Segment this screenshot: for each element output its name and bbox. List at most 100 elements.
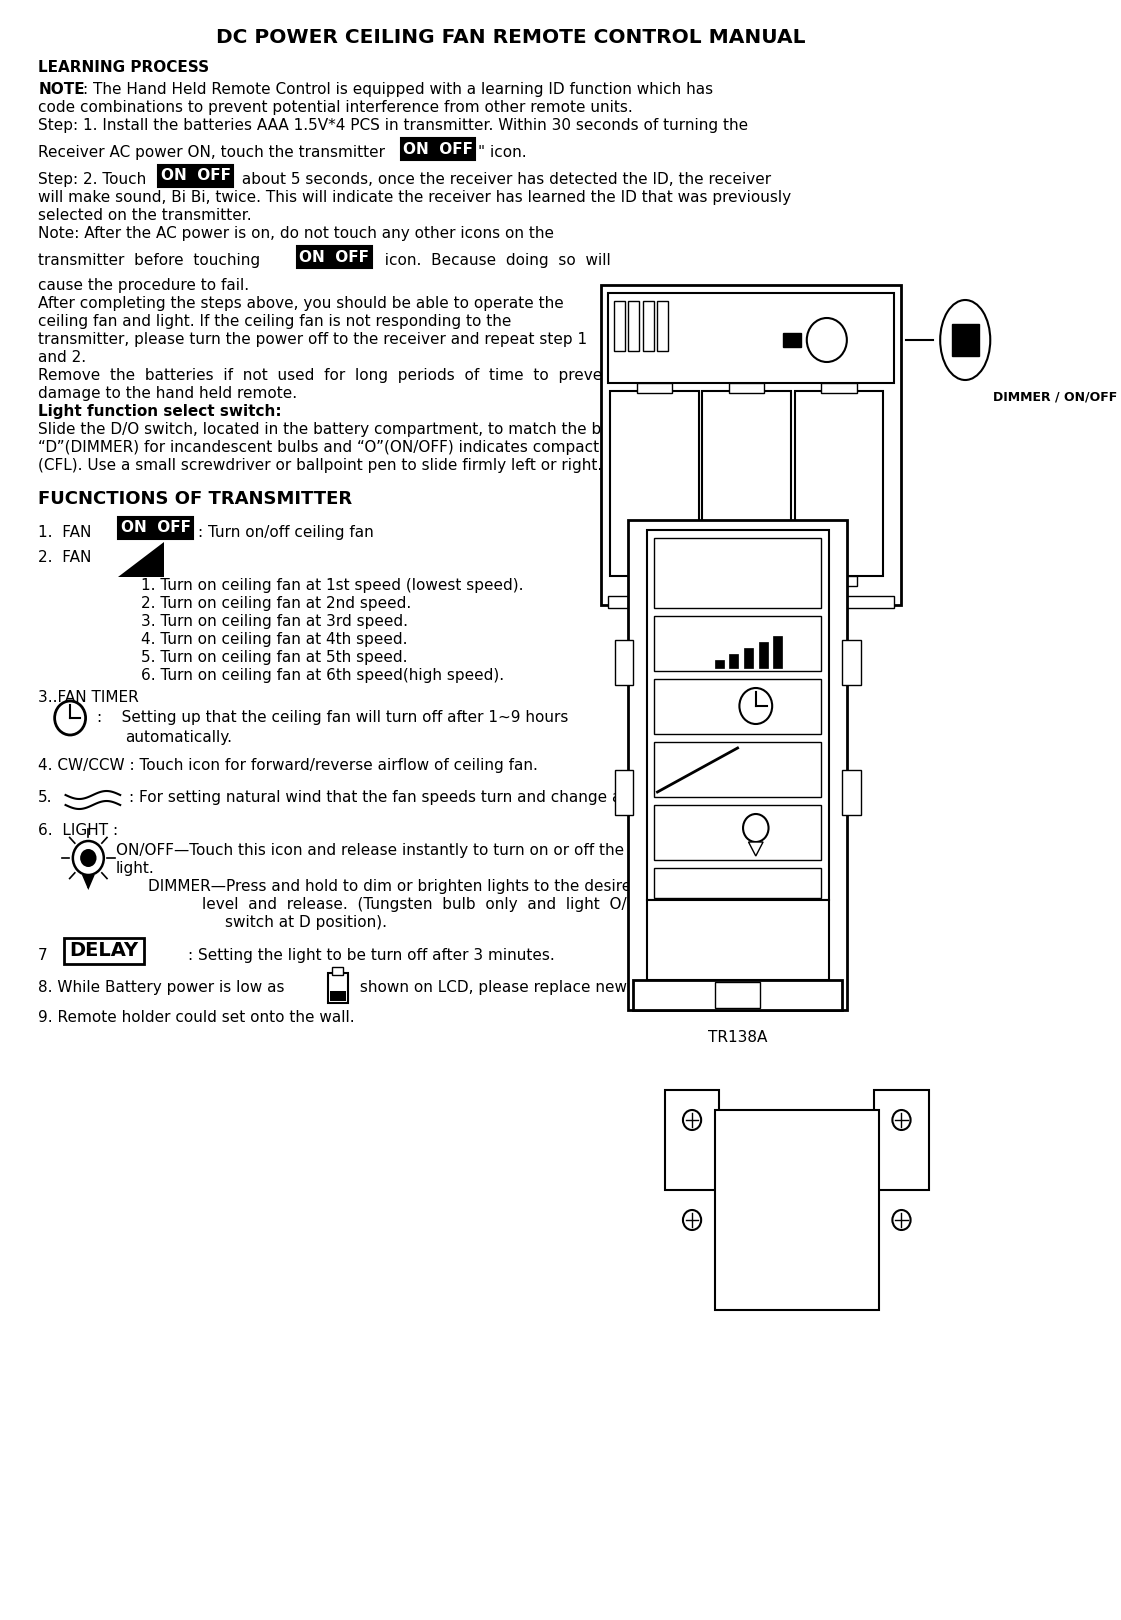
Bar [654,868,822,897]
Text: 3. Turn on ceiling fan at 3rd speed.: 3. Turn on ceiling fan at 3rd speed. [141,614,408,629]
Text: transmitter  before  touching: transmitter before touching [38,253,260,267]
Text: 7: 7 [38,948,48,962]
Bar [613,301,624,352]
Bar [628,301,639,352]
Bar [158,165,233,186]
Bar [773,637,782,667]
Text: 9. Remote holder could set onto the wall.: 9. Remote holder could set onto the wall… [38,1009,355,1025]
Bar [614,770,633,815]
Text: DELAY: DELAY [70,941,138,961]
Bar [654,538,822,608]
Bar [730,654,739,667]
Bar [715,1110,879,1311]
Text: 4. CW/CCW : Touch icon for forward/reverse airflow of ceiling fan.: 4. CW/CCW : Touch icon for forward/rever… [38,758,538,773]
Bar [642,301,654,352]
Text: ©xhale: ©xhale [687,915,788,940]
Bar [614,640,633,685]
Bar [784,334,802,347]
Text: 5.: 5. [38,791,53,805]
Text: FUCNCTIONS OF TRANSMITTER: FUCNCTIONS OF TRANSMITTER [38,489,352,509]
Text: ON  OFF: ON OFF [299,249,369,264]
Text: icon.  Because  doing  so  will: icon. Because doing so will [376,253,611,267]
Text: light.: light. [115,860,155,876]
Bar [715,659,724,667]
Text: FANS: FANS [719,941,757,957]
Circle shape [892,1210,910,1230]
Bar [609,293,895,382]
Text: Light function select switch:: Light function select switch: [38,403,281,420]
Text: DC POWER CEILING FAN REMOTE CONTROL MANUAL: DC POWER CEILING FAN REMOTE CONTROL MANU… [215,28,805,47]
Text: Step: 1. Install the batteries AAA 1.5V*4 PCS in transmitter. Within 30 seconds : Step: 1. Install the batteries AAA 1.5V*… [38,118,749,133]
Text: selected on the transmitter.: selected on the transmitter. [38,207,252,224]
Bar [729,382,765,394]
Bar [759,642,768,667]
Bar [795,390,883,577]
Text: :    Setting up that the ceiling fan will turn off after 1~9 hours: : Setting up that the ceiling fan will t… [98,710,568,726]
Bar [332,967,343,975]
Bar [327,974,348,1003]
Bar [647,530,828,901]
Text: switch at D position).: switch at D position). [225,915,387,930]
Bar [822,382,856,394]
Text: ceiling fan and light. If the ceiling fan is not responding to the: ceiling fan and light. If the ceiling fa… [38,314,511,329]
Text: B/O: B/O [793,321,807,329]
Text: Slide the D/O switch, located in the battery compartment, to match the bulb type: Slide the D/O switch, located in the bat… [38,421,757,437]
Text: NOTE: NOTE [38,83,85,97]
Text: 1. Turn on ceiling fan at 1st speed (lowest speed).: 1. Turn on ceiling fan at 1st speed (low… [141,578,524,593]
Bar [654,616,822,671]
Text: level  and  release.  (Tungsten  bulb  only  and  light  O/D: level and release. (Tungsten bulb only a… [202,897,639,912]
Circle shape [80,849,96,867]
Bar [637,382,673,394]
Polygon shape [749,842,763,855]
Bar [601,285,901,604]
Bar [654,679,822,734]
Text: : For setting natural wind that the fan speeds turn and change at random.: : For setting natural wind that the fan … [129,791,697,805]
Text: shown on LCD, please replace new batteries.: shown on LCD, please replace new batteri… [355,980,705,995]
Text: damage to the hand held remote.: damage to the hand held remote. [38,386,297,402]
Text: ON  OFF: ON OFF [121,520,191,536]
Text: 6.  LIGHT :: 6. LIGHT : [38,823,119,838]
Bar [703,390,791,577]
Text: 8. While Battery power is low as: 8. While Battery power is low as [38,980,285,995]
Text: (CFL). Use a small screwdriver or ballpoint pen to slide firmly left or right.: (CFL). Use a small screwdriver or ballpo… [38,458,602,473]
Bar [64,938,143,964]
Text: Remove  the  batteries  if  not  used  for  long  periods  of  time  to  prevent: Remove the batteries if not used for lon… [38,368,618,382]
Text: " icon.: " icon. [478,146,527,160]
Text: transmitter, please turn the power off to the receiver and repeat step 1: transmitter, please turn the power off t… [38,332,587,347]
Bar [610,390,698,577]
Text: : The Hand Held Remote Control is equipped with a learning ID function which has: : The Hand Held Remote Control is equipp… [83,83,713,97]
Bar [952,324,979,356]
Circle shape [55,701,85,735]
Text: @xhale: @xhale [717,556,758,565]
Text: : Turn on/off ceiling fan: : Turn on/off ceiling fan [197,525,373,539]
Circle shape [683,1210,701,1230]
Bar [400,138,475,160]
Text: Note: After the AC power is on, do not touch any other icons on the: Note: After the AC power is on, do not t… [38,227,554,241]
Bar [665,1090,720,1191]
Text: FANS: FANS [726,570,749,578]
Text: 6. Turn on ceiling fan at 6th speed(high speed).: 6. Turn on ceiling fan at 6th speed(high… [141,667,504,684]
Text: 2.  FAN: 2. FAN [38,551,92,565]
Bar [628,520,846,1009]
Bar [842,640,861,685]
Circle shape [73,841,104,875]
Text: ON/OFF—Touch this icon and release instantly to turn on or off the: ON/OFF—Touch this icon and release insta… [115,842,623,859]
Text: 4. Turn on ceiling fan at 4th speed.: 4. Turn on ceiling fan at 4th speed. [141,632,408,646]
Text: Receiver AC power ON, touch the transmitter   ": Receiver AC power ON, touch the transmit… [38,146,407,160]
Text: will make sound, Bi Bi, twice. This will indicate the receiver has learned the I: will make sound, Bi Bi, twice. This will… [38,190,791,206]
Text: 5. Turn on ceiling fan at 5th speed.: 5. Turn on ceiling fan at 5th speed. [141,650,408,664]
Bar [715,982,760,1008]
Text: 2. Turn on ceiling fan at 2nd speed.: 2. Turn on ceiling fan at 2nd speed. [141,596,411,611]
Bar [744,648,753,667]
Text: TR138A: TR138A [707,1030,767,1045]
Text: LEARN: LEARN [797,305,827,314]
Circle shape [807,318,846,361]
Text: “D”(DIMMER) for incandescent bulbs and “O”(ON/OFF) indicates compact fluorescent: “D”(DIMMER) for incandescent bulbs and “… [38,441,736,455]
Circle shape [740,688,772,724]
Polygon shape [82,875,94,889]
Text: After completing the steps above, you should be able to operate the: After completing the steps above, you sh… [38,296,564,311]
Bar [874,1090,929,1191]
Bar [647,901,828,980]
Text: automatically.: automatically. [124,731,232,745]
Bar [637,577,673,586]
